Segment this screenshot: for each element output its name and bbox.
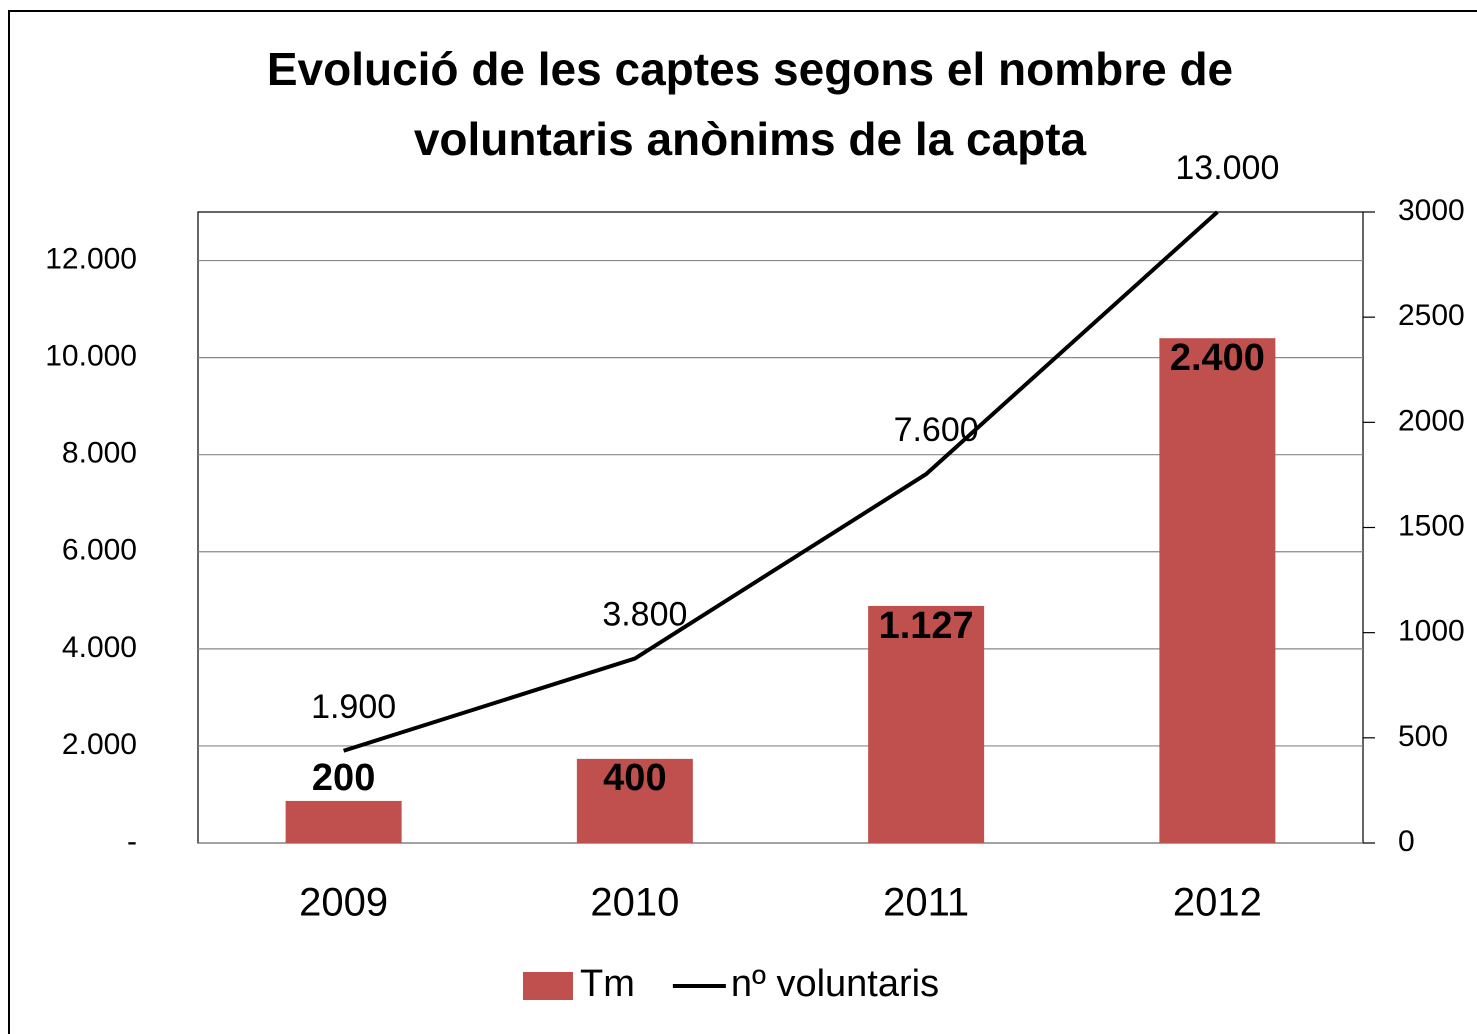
y-tick-label: - [127,825,137,858]
line-value-label: 1.900 [311,688,396,726]
chart-title: Evolució de les captes segons el nombre … [266,43,1234,165]
y-tick-label: 2.000 [62,728,137,761]
bar [576,758,693,843]
legend-swatch [523,972,573,1000]
y2-tick-label: 1000 [1398,615,1465,648]
y2-tick-label: 2000 [1398,404,1465,437]
y2-tick-label: 500 [1398,720,1448,753]
line [343,210,1219,753]
x-tick-label: 2012 [1173,881,1262,925]
y-tick-label: 10.000 [45,340,137,373]
y-tick-label: 6.000 [62,534,137,567]
y2-tick-label: 2500 [1398,299,1465,332]
bar [1159,338,1276,843]
bar-value-label: 200 [312,757,375,799]
y-tick-label: 8.000 [62,437,137,470]
x-tick-label: 2010 [590,881,679,925]
bar [868,605,985,843]
bar-value-label: 400 [603,757,666,799]
legend-label: nº voluntaris [731,963,939,1005]
y2-tick-label: 0 [1398,825,1415,858]
y-tick-label: 4.000 [62,631,137,664]
chart-border [8,10,1477,1034]
line-value-label: 13.000 [1175,149,1279,187]
y2-tick-label: 3000 [1398,194,1465,227]
y-tick-label: 12.000 [45,242,137,275]
y2-tick-label: 1500 [1398,509,1465,542]
x-tick-label: 2009 [299,881,388,925]
bar-value-label: 2.400 [1170,337,1265,379]
x-tick-label: 2011 [883,881,969,925]
legend-label: Tm [580,963,635,1005]
line-value-label: 3.800 [602,596,687,634]
bar-value-label: 1.127 [879,605,974,647]
line-value-label: 7.600 [894,411,979,449]
bar [285,800,402,843]
